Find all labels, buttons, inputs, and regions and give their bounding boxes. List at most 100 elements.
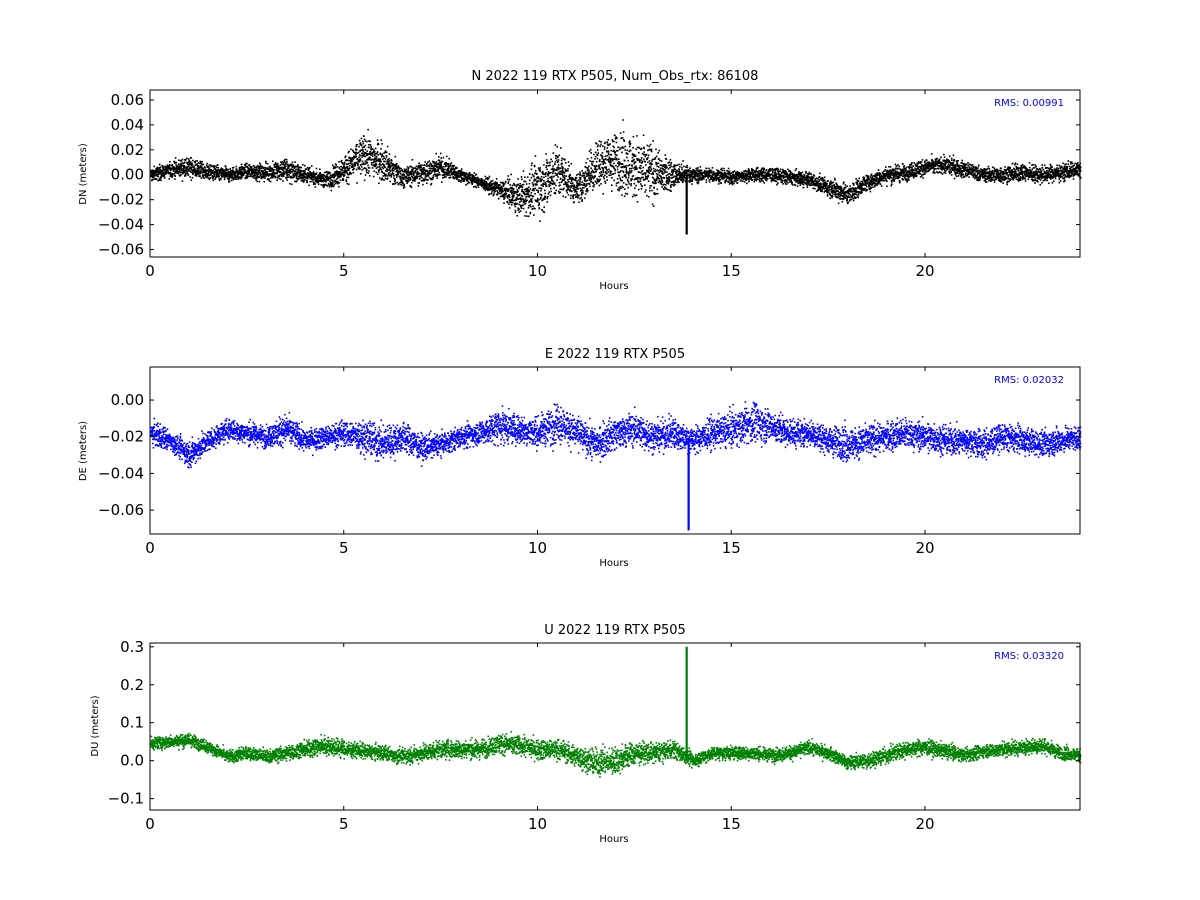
north-data-point: [556, 170, 558, 172]
north-data-point: [652, 204, 654, 206]
north-data-point: [567, 184, 569, 186]
north-data-point: [653, 205, 655, 207]
north-data-point: [665, 165, 667, 167]
north-data-point: [429, 177, 431, 179]
north-data-point: [511, 190, 513, 192]
north-data-point: [389, 172, 391, 174]
north-data-point: [152, 179, 154, 181]
north-data-point: [235, 173, 237, 175]
north-data-point: [572, 196, 574, 198]
north-data-point: [637, 178, 639, 180]
north-data-point: [440, 153, 442, 155]
north-data-point: [468, 182, 470, 184]
north-data-point: [368, 170, 370, 172]
north-data-point: [175, 157, 177, 159]
north-data-point: [553, 181, 555, 183]
north-data-point: [213, 180, 215, 182]
north-data-point: [536, 173, 538, 175]
north-data-point: [675, 169, 677, 171]
north-data-point: [638, 189, 640, 191]
north-data-point: [210, 164, 212, 166]
north-data-point: [515, 204, 517, 206]
north-data-point: [519, 193, 521, 195]
north-data-point: [513, 195, 515, 197]
north-data-point: [365, 140, 367, 142]
north-data-point: [241, 177, 243, 179]
north-data-point: [519, 204, 521, 206]
north-data-point: [544, 193, 546, 195]
north-data-point: [674, 184, 676, 186]
north-data-point: [356, 156, 358, 158]
north-data-point: [240, 178, 242, 180]
north-data-point: [645, 156, 647, 158]
north-data-point: [245, 178, 247, 180]
north-data-point: [524, 215, 526, 217]
north-data-point: [634, 183, 636, 185]
north-data-point: [385, 150, 387, 152]
north-data-point: [192, 166, 194, 168]
north-data-point: [537, 201, 539, 203]
north-data-point: [288, 176, 290, 178]
north-data-point: [539, 220, 541, 222]
north-data-point: [706, 179, 708, 181]
north-data-point: [565, 162, 567, 164]
north-data-point: [546, 185, 548, 187]
north-data-point: [591, 157, 593, 159]
north-data-point: [666, 158, 668, 160]
north-data-point: [567, 179, 569, 181]
north-data-point: [451, 170, 453, 172]
north-data-point: [362, 143, 364, 145]
north-data-point: [331, 184, 333, 186]
north-data-point: [568, 165, 570, 167]
north-data-point: [650, 144, 652, 146]
north-data-point: [568, 181, 570, 183]
north-data-point: [530, 206, 532, 208]
north-data-point: [347, 172, 349, 174]
north-data-point: [406, 168, 408, 170]
north-data-point: [418, 162, 420, 164]
north-data-point: [291, 164, 293, 166]
north-data-point: [348, 184, 350, 186]
north-data-point: [632, 147, 634, 149]
north-data-point: [376, 157, 378, 159]
north-data-point: [633, 175, 635, 177]
north-data-point: [657, 152, 659, 154]
north-data-point: [561, 189, 563, 191]
north-data-point: [625, 174, 627, 176]
north-data-point: [522, 186, 524, 188]
north-data-point: [340, 175, 342, 177]
north-data-point: [216, 167, 218, 169]
north-data-point: [609, 143, 611, 145]
north-data-point: [545, 153, 547, 155]
north-data-point: [217, 172, 219, 174]
north-data-point: [335, 164, 337, 166]
north-data-point: [549, 162, 551, 164]
north-data-point: [402, 181, 404, 183]
north-data-point: [604, 175, 606, 177]
north-data-point: [236, 168, 238, 170]
north-data-point: [606, 166, 608, 168]
north-data-point: [670, 166, 672, 168]
north-data-point: [544, 182, 546, 184]
north-data-point: [160, 167, 162, 169]
north-data-point: [729, 172, 731, 174]
north-data-point: [408, 167, 410, 169]
north-data-point: [421, 180, 423, 182]
north-data-point: [661, 165, 663, 167]
north-data-point: [283, 175, 285, 177]
north-data-point: [612, 160, 614, 162]
north-data-point: [443, 170, 445, 172]
north-data-point: [569, 174, 571, 176]
north-data-point: [631, 178, 633, 180]
north-data-point: [673, 176, 675, 178]
north-data-point: [386, 155, 388, 157]
north-data-point: [510, 190, 512, 192]
north-data-point: [641, 188, 643, 190]
north-data-point: [724, 170, 726, 172]
north-data-point: [585, 180, 587, 182]
north-data-point: [627, 150, 629, 152]
north-data-point: [489, 193, 491, 195]
north-data-point: [618, 182, 620, 184]
north-data-point: [624, 140, 626, 142]
